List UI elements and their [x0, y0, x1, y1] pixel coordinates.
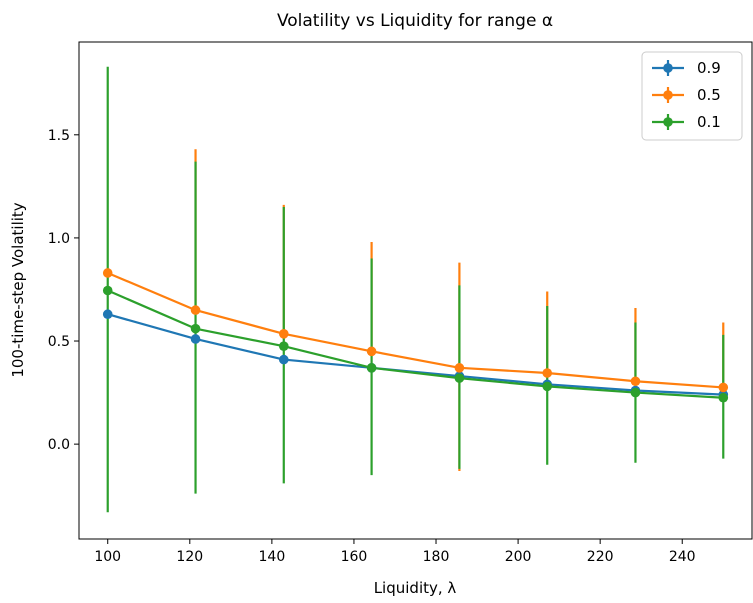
data-point-series-1-5 [542, 368, 553, 378]
data-point-series-2-7 [718, 392, 729, 403]
data-point-series-0-2 [278, 354, 289, 365]
chart-title: Volatility vs Liquidity for range α [277, 11, 553, 31]
data-point-series-1-3 [366, 346, 377, 357]
y-axis-label: 100-time-step Volatility [9, 202, 27, 377]
legend: 0.9 0.5 0.1 [641, 51, 743, 141]
plot-area [102, 66, 729, 513]
y-tick-label: 0.0 [48, 437, 70, 453]
data-point-series-1-4 [454, 363, 465, 373]
legend-label-0: 0.9 [697, 59, 721, 77]
data-point-series-1-1 [190, 305, 201, 315]
data-point-series-2-6 [630, 387, 641, 398]
x-axis-ticks: 100 120 140 160 180 200 220 240 [94, 539, 696, 565]
legend-label-1: 0.5 [697, 86, 721, 104]
x-tick-label: 220 [587, 549, 614, 565]
series-markers [102, 268, 729, 403]
data-point-series-0-0 [102, 309, 113, 320]
data-point-series-2-4 [454, 373, 465, 383]
y-axis-ticks: 0.0 0.5 1.0 1.5 [48, 128, 79, 453]
legend-marker-1 [663, 90, 673, 100]
series-line-1 [107, 271, 724, 389]
data-point-series-1-6 [630, 376, 641, 387]
x-tick-label: 120 [176, 549, 203, 565]
error-bars [106, 66, 725, 513]
series-line-2 [107, 289, 724, 399]
x-tick-label: 180 [423, 549, 450, 565]
plot-frame [78, 41, 753, 540]
data-point-series-1-2 [278, 329, 289, 339]
x-tick-label: 160 [341, 549, 368, 565]
data-point-series-0-1 [190, 334, 201, 344]
legend-label-2: 0.1 [697, 113, 721, 131]
y-tick-label: 0.5 [48, 334, 70, 350]
data-point-series-1-7 [718, 382, 729, 393]
data-point-series-2-5 [542, 381, 553, 392]
x-axis-label: Liquidity, λ [374, 579, 457, 597]
x-tick-label: 100 [94, 549, 121, 565]
x-tick-label: 240 [669, 549, 696, 565]
x-tick-label: 200 [505, 549, 532, 565]
series-lines [107, 271, 724, 399]
y-tick-label: 1.5 [48, 128, 70, 144]
x-tick-label: 140 [259, 549, 286, 565]
data-point-series-1-0 [102, 268, 113, 278]
legend-marker-2 [663, 117, 673, 127]
data-point-series-2-0 [102, 285, 113, 296]
y-tick-label: 1.0 [48, 231, 70, 247]
legend-marker-0 [663, 63, 673, 73]
data-point-series-2-2 [278, 341, 289, 351]
data-point-series-2-1 [190, 323, 201, 334]
data-point-series-2-3 [366, 363, 377, 373]
